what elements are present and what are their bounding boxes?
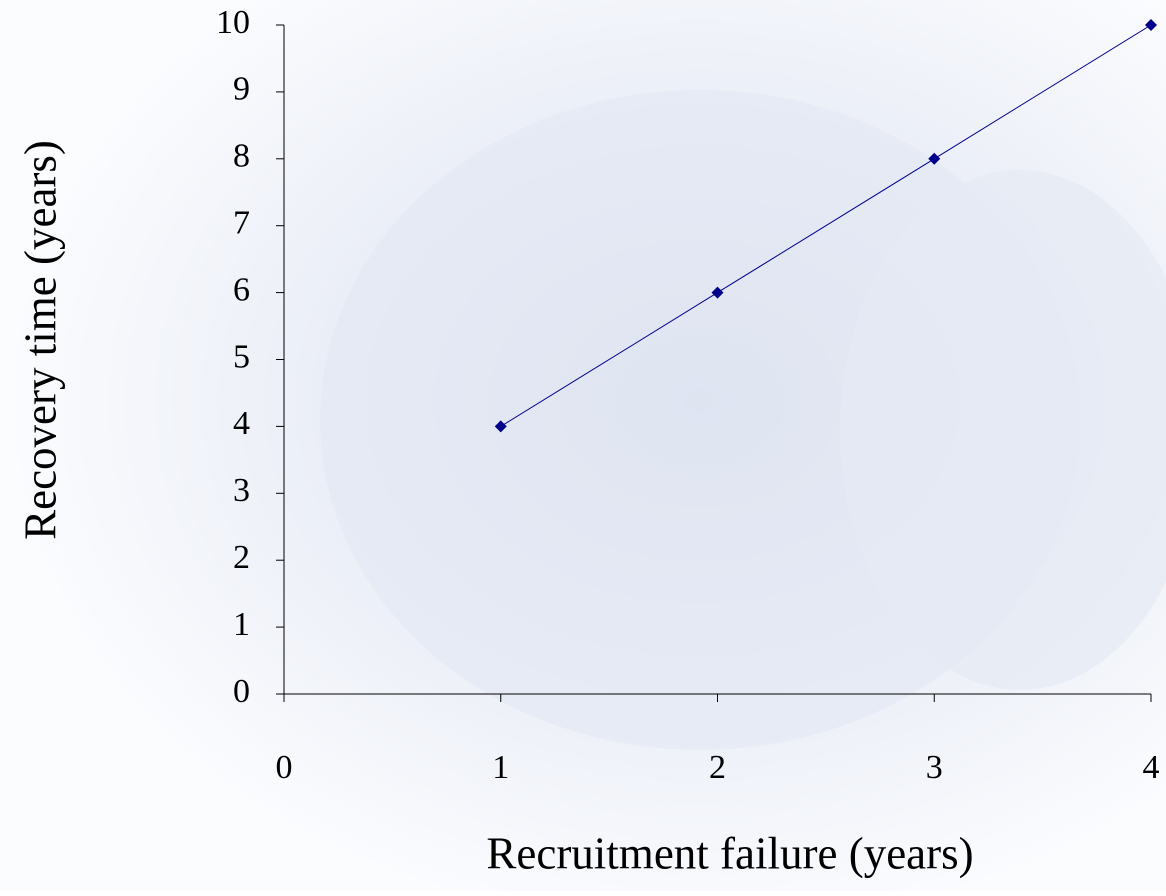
y-tick-label: 0 — [233, 673, 250, 710]
x-tick-label: 4 — [1143, 749, 1160, 786]
y-tick-label: 10 — [216, 4, 250, 41]
y-tick-label: 3 — [233, 472, 250, 509]
x-tick-label: 3 — [926, 749, 943, 786]
x-tick-label: 0 — [276, 749, 293, 786]
x-axis-title: Recruitment failure (years) — [486, 828, 973, 878]
background-shape — [840, 170, 1166, 690]
y-tick-label: 7 — [233, 204, 250, 241]
data-point — [928, 152, 941, 165]
y-tick-label: 5 — [233, 338, 250, 375]
series-line — [500, 24, 1152, 427]
y-tick-label: 4 — [233, 405, 250, 442]
data-point — [494, 420, 507, 433]
y-tick-label: 9 — [233, 71, 250, 108]
y-tick-label: 2 — [233, 539, 250, 576]
data-point — [711, 286, 724, 299]
x-tick-label: 2 — [709, 749, 726, 786]
y-tick-label: 8 — [233, 138, 250, 175]
y-axis-title: Recovery time (years) — [15, 140, 65, 540]
x-tick-label: 1 — [492, 749, 509, 786]
data-point — [1145, 19, 1157, 31]
y-tick-label: 6 — [233, 271, 250, 308]
y-tick-label: 1 — [233, 606, 250, 643]
